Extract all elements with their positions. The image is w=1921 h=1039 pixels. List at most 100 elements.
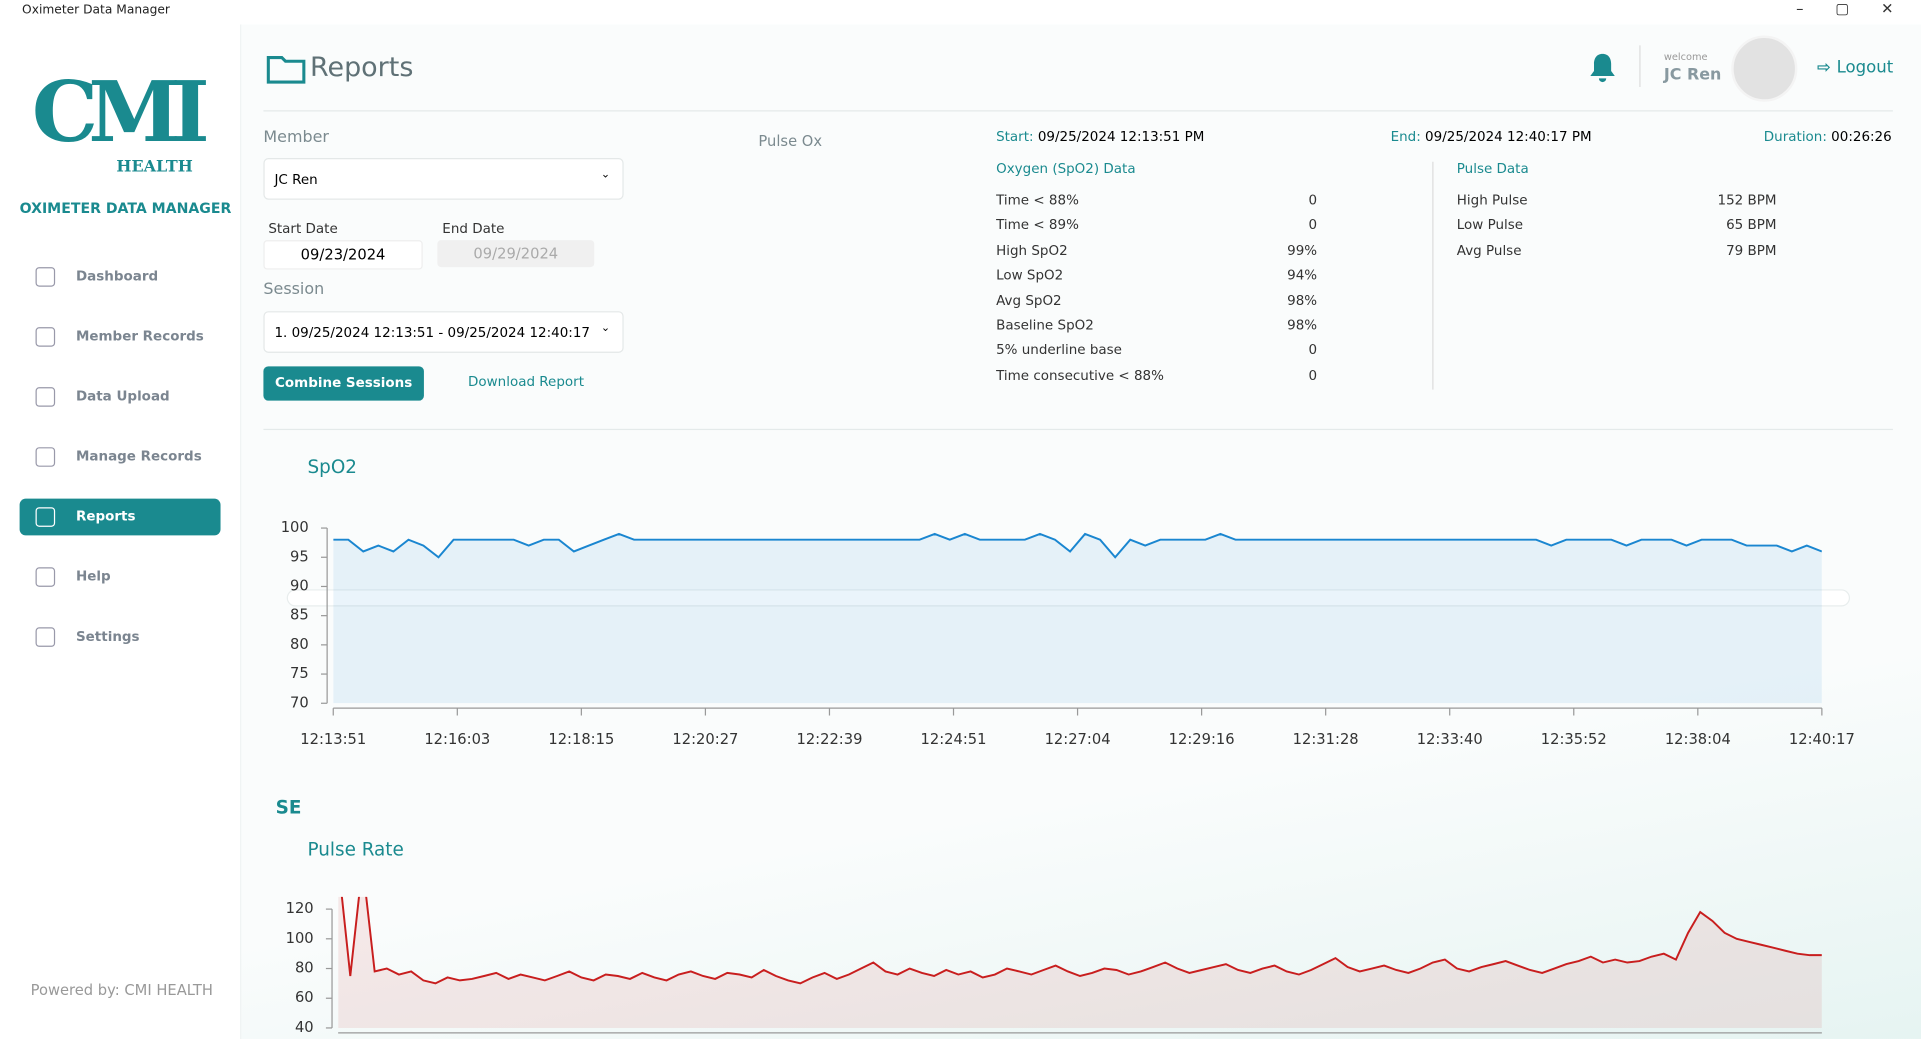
nav-item[interactable]: Help	[20, 559, 221, 596]
stat-value: 0	[1308, 342, 1318, 359]
end-label: End:	[1390, 128, 1421, 145]
chart-title: Pulse Rate	[308, 839, 404, 860]
stat-label: Avg Pulse	[1456, 242, 1522, 259]
start-value: 09/25/2024 12:13:51 PM	[1037, 128, 1205, 145]
nav-icon	[35, 627, 56, 647]
user-name: JC Ren	[1663, 66, 1722, 85]
stat-value: 0	[1308, 367, 1318, 384]
y-tick-label: 80	[290, 636, 309, 653]
stat-value: 152 BPM	[1717, 192, 1777, 209]
y-tick-label: 80	[295, 960, 314, 977]
stat-label: Low SpO2	[996, 267, 1064, 284]
member-select[interactable]: JC Ren ⌄	[263, 158, 624, 200]
x-tick-label: 12:16:03	[424, 731, 490, 748]
x-tick-label: 12:31:28	[1293, 731, 1359, 748]
y-tick-label: 85	[290, 607, 309, 624]
x-tick-label: 12:20:27	[672, 731, 738, 748]
avatar[interactable]	[1731, 35, 1798, 102]
stat-label: Time < 88%	[996, 192, 1079, 209]
stat-value: 98%	[1287, 292, 1318, 309]
y-tick-label: 60	[295, 989, 314, 1006]
stat-value: 0	[1308, 192, 1318, 209]
pulse-title: Pulse Data	[1456, 160, 1529, 177]
nav-item[interactable]: Dashboard	[20, 259, 221, 296]
stat-label: Low Pulse	[1456, 217, 1524, 234]
download-link[interactable]: Download Report	[468, 373, 584, 390]
nav-icon	[35, 567, 56, 587]
y-tick-label: 100	[286, 930, 314, 947]
spo2-title: Oxygen (SpO2) Data	[996, 160, 1136, 177]
x-tick-label: 12:24:51	[921, 731, 987, 748]
x-tick-label: 12:13:51	[300, 731, 366, 748]
window-controls[interactable]: –▢✕	[1796, 0, 1921, 18]
end-date: 09/29/2024	[437, 240, 595, 268]
nav-label: Settings	[75, 628, 140, 645]
x-tick-label: 12:18:15	[548, 731, 614, 748]
stat-label: 5% underline base	[996, 342, 1122, 359]
y-tick-label: 40	[295, 1019, 314, 1036]
nav-icon	[35, 327, 56, 347]
stat-value: 94%	[1287, 267, 1318, 284]
x-tick-label: 12:35:52	[1541, 731, 1607, 748]
nav-label: Help	[75, 568, 111, 585]
logout-label: Logout	[1836, 57, 1894, 78]
stat-label: Avg SpO2	[996, 292, 1062, 309]
session-select[interactable]: 1. 09/25/2024 12:13:51 - 09/25/2024 12:4…	[263, 311, 624, 353]
nav-label: Dashboard	[75, 268, 159, 285]
stat-label: Time consecutive < 88%	[996, 367, 1164, 384]
nav-icon	[35, 507, 56, 527]
duration: Duration: 00:26:26	[1764, 129, 1892, 145]
nav-item[interactable]: Reports	[19, 498, 221, 536]
nav-item[interactable]: Settings	[20, 619, 221, 656]
nav-label: Manage Records	[75, 448, 202, 465]
stat-label: Baseline SpO2	[996, 317, 1094, 334]
session-value: 1. 09/25/2024 12:13:51 - 09/25/2024 12:4…	[274, 324, 591, 341]
duration-label: Duration:	[1763, 128, 1827, 145]
y-tick-label: 95	[290, 548, 309, 565]
end-value: 09/25/2024 12:40:17 PM	[1425, 128, 1592, 145]
y-tick-label: 100	[281, 519, 309, 536]
x-tick-label: 12:38:04	[1665, 731, 1731, 748]
stat-label: High SpO2	[996, 242, 1068, 259]
nav-item[interactable]: Member Records	[20, 319, 221, 356]
chart-title: SpO2	[308, 457, 357, 478]
area-fill	[338, 896, 1822, 1028]
stat-label: Time < 89%	[996, 217, 1079, 234]
nav-label: Reports	[75, 508, 136, 525]
nav-icon	[35, 387, 56, 407]
window-title: Oximeter Data Manager	[22, 3, 170, 18]
nav-icon	[35, 447, 56, 467]
combine-button[interactable]: Combine Sessions	[263, 366, 424, 401]
stat-value: 0	[1308, 217, 1318, 234]
y-tick-label: 90	[290, 577, 309, 594]
member-label: Member	[263, 128, 329, 148]
duration-value: 00:26:26	[1831, 128, 1892, 145]
nav-item[interactable]: Data Upload	[20, 379, 221, 416]
sidebar: CMI HEALTH OXIMETER DATA MANAGER Dashboa…	[0, 24, 242, 1039]
logout[interactable]: ⇨ Logout	[1816, 57, 1894, 78]
end-date-label: End Date	[442, 220, 505, 237]
start: Start: 09/25/2024 12:13:51 PM	[996, 129, 1204, 145]
start-label: Start:	[996, 128, 1034, 145]
nav-label: Member Records	[75, 328, 204, 345]
device: Pulse Ox	[758, 132, 823, 150]
page-title: Reports	[309, 52, 414, 84]
app-name: OXIMETER DATA MANAGER	[19, 199, 232, 217]
reports-icon	[266, 56, 306, 84]
logo: CMI	[31, 63, 210, 162]
nav-icon	[35, 267, 56, 287]
end: End: 09/25/2024 12:40:17 PM	[1391, 129, 1592, 145]
data-line	[340, 896, 1822, 985]
nav-label: Data Upload	[75, 388, 170, 405]
footer: Powered by: CMI HEALTH	[30, 981, 213, 999]
nav-item[interactable]: Manage Records	[20, 439, 221, 476]
stat-value: 65 BPM	[1726, 217, 1777, 234]
x-tick-label: 12:33:40	[1417, 731, 1483, 748]
start-date[interactable]: 09/23/2024	[263, 240, 423, 270]
notifications[interactable]	[1589, 51, 1616, 83]
x-tick-label: 12:29:16	[1169, 731, 1235, 748]
x-tick-label: 12:22:39	[796, 731, 862, 748]
se-label: SE	[275, 796, 302, 819]
